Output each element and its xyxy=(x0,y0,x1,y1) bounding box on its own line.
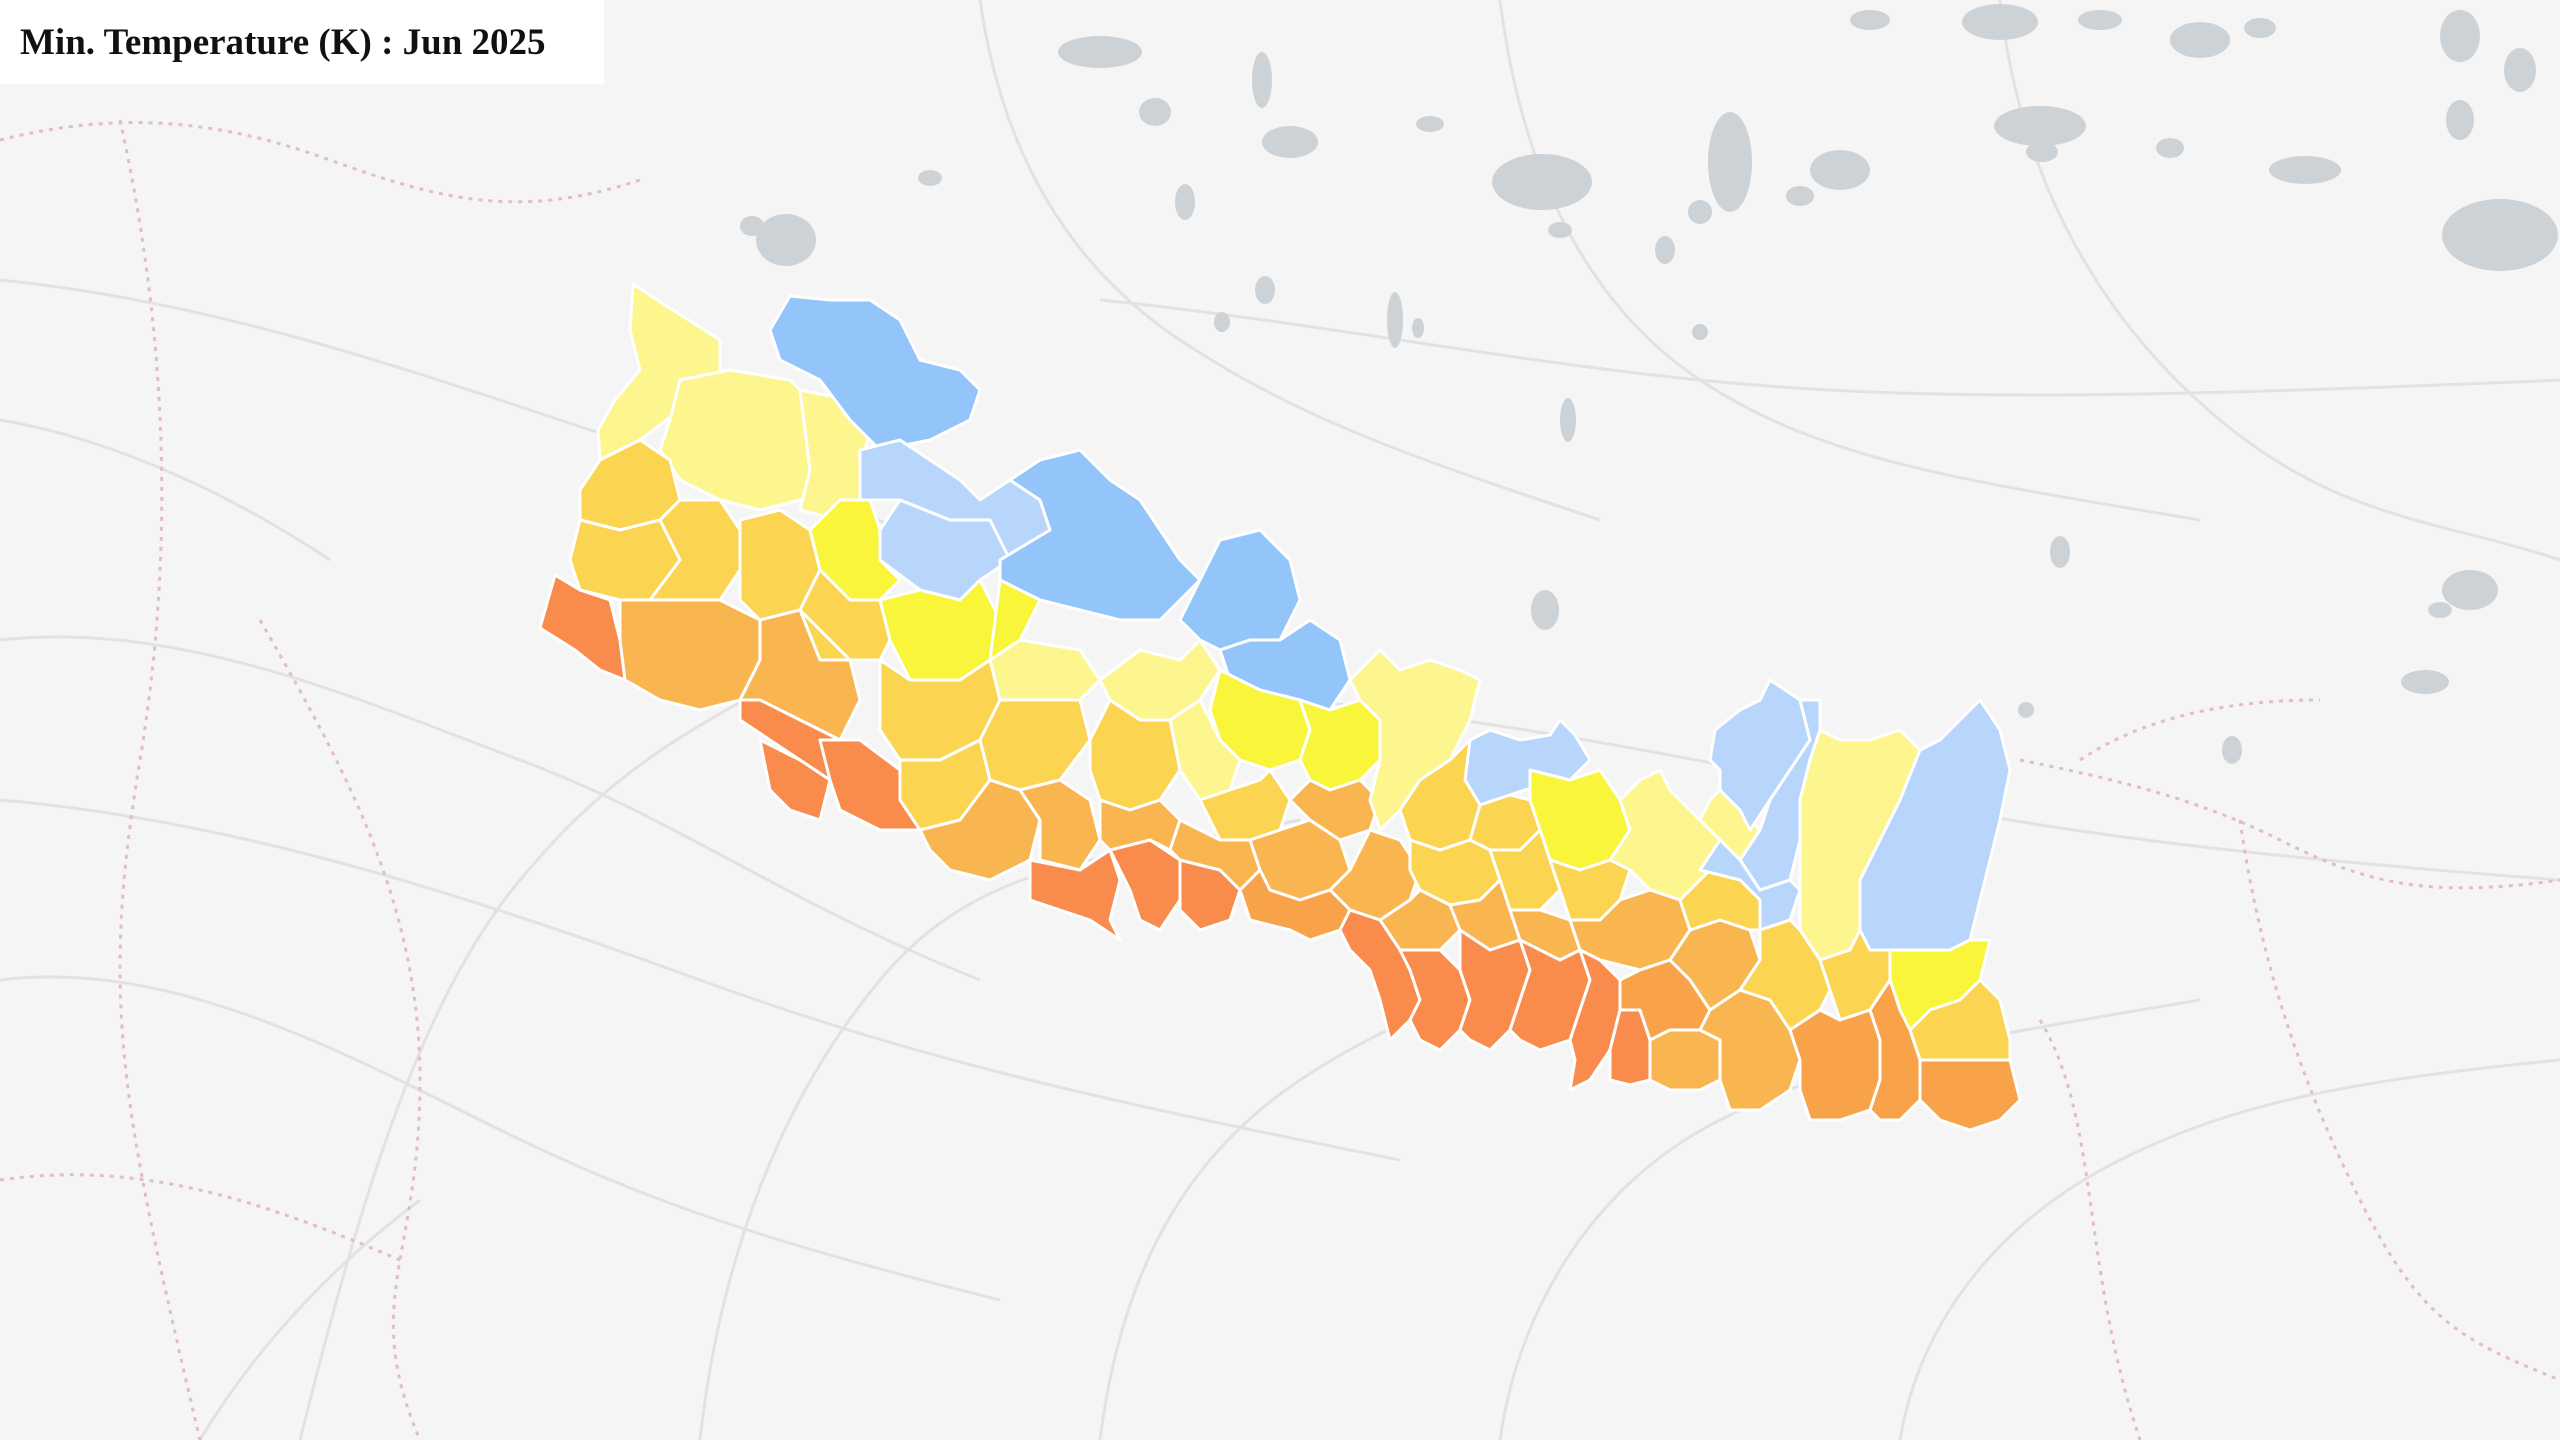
district-region[interactable] xyxy=(1508,938,1592,1052)
district-region[interactable] xyxy=(1098,798,1182,852)
district-region[interactable] xyxy=(998,448,1202,622)
admin-boundaries xyxy=(0,119,2560,1440)
district-region[interactable] xyxy=(1088,698,1182,812)
water-bodies xyxy=(740,4,2558,764)
district-region[interactable] xyxy=(918,778,1042,882)
choropleth-districts[interactable] xyxy=(538,282,2022,1132)
district-region[interactable] xyxy=(1738,698,1822,892)
title-variable: Min. Temperature (K) xyxy=(20,21,372,63)
district-region[interactable] xyxy=(1918,1058,2022,1132)
title-separator: : xyxy=(371,21,403,63)
district-region[interactable] xyxy=(1168,698,1242,802)
district-region[interactable] xyxy=(1788,1008,1882,1122)
district-region[interactable] xyxy=(1708,678,1812,832)
district-region[interactable] xyxy=(1868,978,1922,1122)
district-region[interactable] xyxy=(1568,948,1622,1092)
district-region[interactable] xyxy=(648,498,742,602)
district-region[interactable] xyxy=(1398,948,1472,1052)
map-title: Min. Temperature (K) : Jun 2025 xyxy=(20,21,546,64)
district-region[interactable] xyxy=(1648,1028,1722,1092)
district-region[interactable] xyxy=(758,738,832,822)
district-region[interactable] xyxy=(1208,668,1312,772)
district-region[interactable] xyxy=(808,498,902,602)
district-region[interactable] xyxy=(1028,848,1122,942)
district-region[interactable] xyxy=(1818,928,1892,1022)
district-region[interactable] xyxy=(1018,778,1102,872)
map-title-box: Min. Temperature (K) : Jun 2025 xyxy=(0,0,604,84)
district-region[interactable] xyxy=(1338,908,1422,1042)
district-region[interactable] xyxy=(768,294,982,452)
title-period: Jun 2025 xyxy=(402,21,546,63)
